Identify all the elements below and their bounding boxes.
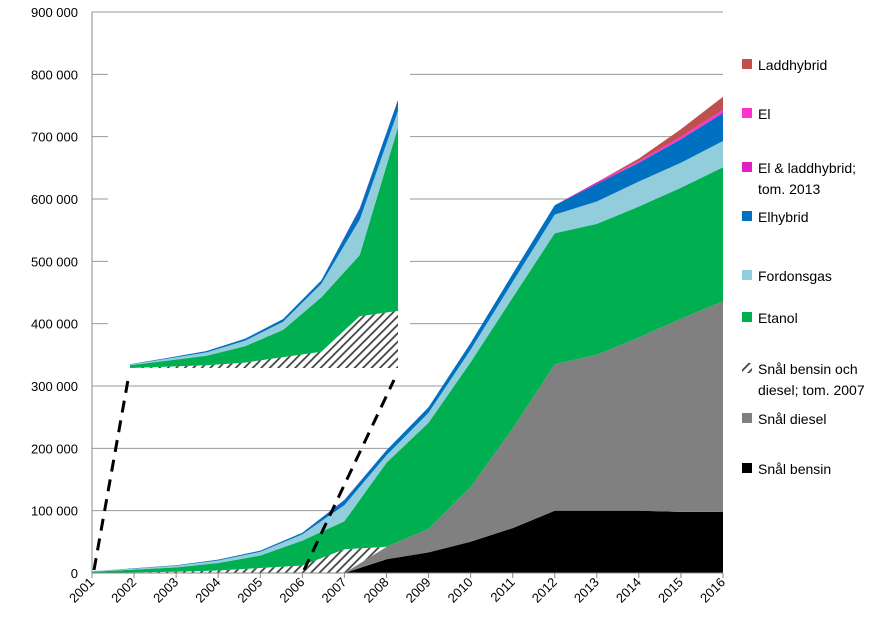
legend-swatch: [742, 270, 752, 280]
area-series: [92, 96, 723, 573]
y-tick-label: 700 000: [31, 130, 78, 145]
y-axis: 0 100 000 200 000 300 000 400 000 500 000 600 …: [31, 5, 93, 581]
x-tick-label: 2007: [318, 575, 349, 606]
legend-swatch: [742, 413, 752, 423]
x-tick-label: 2015: [655, 575, 686, 606]
zoom-connector-left: [92, 379, 130, 571]
legend-label: El & laddhybrid; tom. 2013: [758, 160, 856, 197]
y-tick-label: 600 000: [31, 192, 78, 207]
legend-label: Snål diesel: [758, 411, 827, 427]
x-tick-label: 2011: [487, 575, 517, 605]
x-tick-label: 2013: [571, 575, 602, 606]
y-tick-label: 100 000: [31, 504, 78, 519]
area-fordonsgas: [92, 141, 723, 572]
legend-label: Snål bensin: [758, 461, 831, 477]
inset-area-sn-l-bensin-och-diesel-tom-2007: [130, 310, 398, 368]
x-tick-label: 2005: [234, 575, 265, 606]
x-tick-label: 2014: [613, 575, 644, 606]
legend-swatch: [742, 108, 752, 118]
y-tick-label: 500 000: [31, 254, 78, 269]
legend-label: Laddhybrid: [758, 57, 827, 73]
legend-swatch: [742, 59, 752, 69]
legend-swatch: [742, 211, 752, 221]
x-tick-label: 2016: [697, 575, 728, 606]
area-sn-l-diesel: [92, 301, 723, 573]
legend-swatch: [742, 162, 752, 172]
area-etanol: [92, 167, 723, 573]
y-tick-label: 900 000: [31, 5, 78, 20]
y-tick-label: 200 000: [31, 441, 78, 456]
x-tick-label: 2002: [108, 575, 139, 606]
legend-swatch: [742, 312, 752, 322]
zoom-connector-right: [302, 379, 396, 571]
area-laddhybrid: [92, 96, 723, 572]
x-tick-label: 2004: [192, 575, 223, 606]
y-tick-label: 300 000: [31, 379, 78, 394]
area-sn-l-bensin: [92, 510, 723, 573]
x-tick-label: 2010: [445, 575, 476, 606]
legend-label: Etanol: [758, 310, 798, 326]
x-tick-label: 2003: [150, 575, 181, 606]
y-tick-label: 800 000: [31, 67, 78, 82]
legend: Laddhybrid El El & laddhybrid; tom. 2013 Elh…: [742, 57, 865, 477]
legend-label: Snål bensin och diesel; tom. 2007: [758, 361, 865, 398]
inset-zoom: [92, 36, 410, 571]
legend-label: El: [758, 106, 770, 122]
x-axis: 2001 2002 2003 2004 2005 2006 2007 2008 2009 2010…: [66, 572, 728, 606]
legend-label: Elhybrid: [758, 209, 809, 225]
y-tick-label: 400 000: [31, 317, 78, 332]
area-elhybrid: [92, 113, 723, 572]
x-tick-label: 2006: [276, 575, 307, 606]
x-tick-label: 2009: [403, 575, 434, 606]
x-tick-label: 2008: [361, 575, 392, 606]
y-tick-label: 0: [71, 566, 78, 581]
legend-swatch: [742, 363, 752, 373]
x-tick-label: 2012: [529, 575, 560, 606]
inset-area-etanol: [130, 127, 398, 368]
legend-label: Fordonsgas: [758, 268, 832, 284]
legend-swatch: [742, 463, 752, 473]
